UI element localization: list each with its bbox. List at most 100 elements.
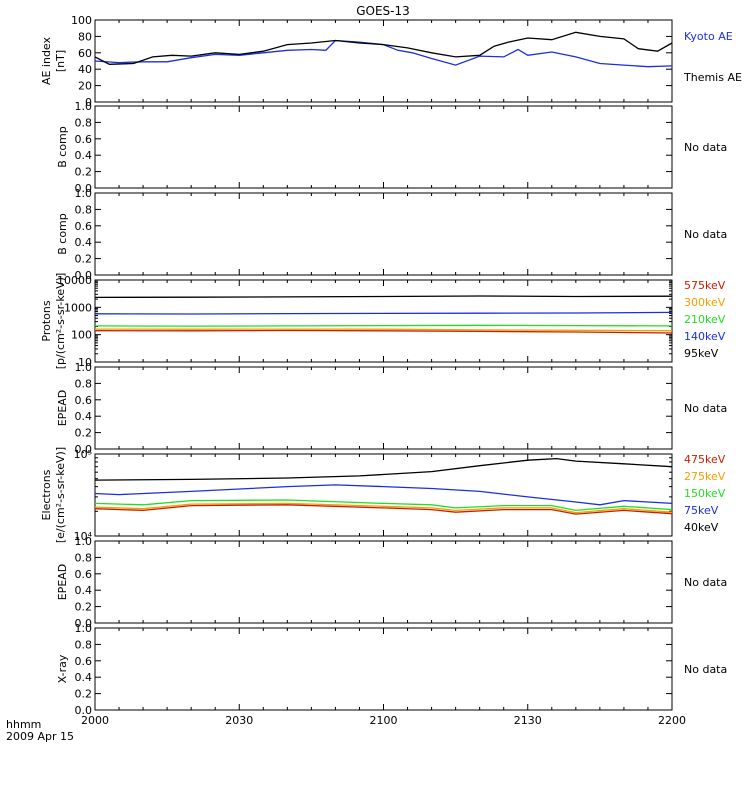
- legend-entry: 210keV: [684, 313, 726, 326]
- y-tick-label: 0.2: [75, 688, 93, 701]
- y-tick-label: 0.6: [75, 655, 93, 668]
- legend-entry: 150keV: [684, 487, 726, 500]
- y-tick-label: 0.6: [75, 133, 93, 146]
- panel-frame: [94, 540, 673, 624]
- y-tick-label: 0.0: [75, 269, 93, 282]
- legend-entry: 475keV: [684, 453, 726, 466]
- y-tick-label: 10: [78, 356, 92, 369]
- legend-entry: 75keV: [684, 504, 719, 517]
- series-line-475kev: [94, 504, 673, 515]
- y-tick-label: 0.4: [75, 584, 93, 597]
- series-line-40kev: [94, 457, 673, 481]
- x-tick-label: 2030: [225, 714, 253, 727]
- y-tick-label: 1000: [64, 301, 92, 314]
- panel-4: 10 100 1000 10000 Protons [p/(cm²-s-sr-keV)] 5…: [40, 273, 726, 370]
- y-tick-label: 0.4: [75, 149, 93, 162]
- y-axis-label: Protons: [40, 300, 53, 341]
- y-tick-label: 40: [78, 63, 92, 76]
- date-label: 2009 Apr 15: [6, 730, 74, 743]
- panel-3: 0.0 0.2 0.4 0.6 0.8 1.0 B comp No data: [56, 187, 727, 282]
- y-tick-label: 100: [71, 14, 92, 27]
- y-tick-label: 10000: [57, 274, 92, 287]
- series-line-210kev: [94, 324, 673, 327]
- y-tick-label: 0.8: [75, 203, 93, 216]
- y-tick-label: 100: [71, 329, 92, 342]
- panel-frame: [94, 19, 673, 103]
- series-line-95kev: [94, 295, 673, 299]
- y-axis-label: X-ray: [56, 654, 69, 683]
- series-line-300kev: [94, 328, 673, 332]
- y-tick-label: 0.4: [75, 236, 93, 249]
- no-data-label: No data: [684, 141, 727, 154]
- panel-frame: [94, 627, 673, 711]
- y-axis-label: B comp: [56, 213, 69, 255]
- y-tick-label: 0.2: [75, 427, 93, 440]
- y-tick-label: 1.0: [75, 100, 93, 113]
- y-tick-label: 1.0: [75, 187, 93, 200]
- legend-entry: 40keV: [684, 521, 719, 534]
- no-data-label: No data: [684, 576, 727, 589]
- y-tick-label: 0.8: [75, 638, 93, 651]
- plot-title: GOES-13: [356, 4, 410, 18]
- y-axis-label: EPEAD: [56, 390, 69, 427]
- x-tick-label: 2130: [514, 714, 542, 727]
- y-axis-label: [nT]: [54, 50, 67, 72]
- panel-frame: [94, 366, 673, 450]
- y-tick-label: 0.0: [75, 443, 93, 456]
- no-data-label: No data: [684, 228, 727, 241]
- series-line-575kev: [94, 329, 673, 334]
- y-axis-label: [e/(cm²-s-sr-keV)]: [54, 447, 67, 543]
- no-data-label: No data: [684, 663, 727, 676]
- y-axis-label: [p/(cm²-s-sr-keV)]: [54, 273, 67, 370]
- y-tick-label: 0.0: [75, 617, 93, 630]
- legend-entry: 575keV: [684, 279, 726, 292]
- panel-frame: [94, 105, 673, 189]
- y-tick-label: 10⁵: [74, 448, 92, 461]
- y-tick-label: 0.2: [75, 166, 93, 179]
- panel-5: 0.0 0.2 0.4 0.6 0.8 1.0 EPEAD No data: [56, 361, 727, 456]
- y-tick-label: 0.4: [75, 410, 93, 423]
- panel-8: 0.0 0.2 0.4 0.6 0.8 1.0 X-ray No data: [56, 622, 727, 717]
- series-line-75kev: [94, 484, 673, 506]
- y-tick-label: 0.8: [75, 377, 93, 390]
- series-line-themis-ae: [94, 31, 673, 65]
- y-tick-label: 60: [78, 47, 92, 60]
- y-tick-label: 0.0: [75, 704, 93, 717]
- y-axis-label: AE index: [40, 36, 53, 85]
- panel-frame: [94, 453, 673, 537]
- legend-entry: 275keV: [684, 470, 726, 483]
- legend-entry: 300keV: [684, 296, 726, 309]
- y-tick-label: 10⁴: [74, 530, 93, 543]
- y-tick-label: 0.0: [75, 182, 93, 195]
- x-tick-label: 2200: [658, 714, 686, 727]
- y-tick-label: 0.2: [75, 601, 93, 614]
- legend-entry: 95keV: [684, 347, 719, 360]
- series-line-140kev: [94, 311, 673, 315]
- panel-frame: [94, 279, 673, 363]
- legend-entry: Kyoto AE: [684, 30, 733, 43]
- time-label: hhmm: [6, 718, 41, 731]
- panel-2: 0.0 0.2 0.4 0.6 0.8 1.0 B comp No data: [56, 100, 727, 195]
- legend-entry: 140keV: [684, 330, 726, 343]
- y-tick-label: 0.4: [75, 671, 93, 684]
- y-tick-label: 0.2: [75, 253, 93, 266]
- y-tick-label: 0.6: [75, 220, 93, 233]
- legend-entry: Themis AE: [683, 71, 742, 84]
- y-tick-label: 1.0: [75, 535, 93, 548]
- panels: 0 20 40 60 80 100 AE index [nT] Kyoto AE Themis A…: [40, 14, 742, 717]
- no-data-label: No data: [684, 402, 727, 415]
- y-tick-label: 0.8: [75, 551, 93, 564]
- x-axis: 2000 2030 2100 2130 2200: [81, 714, 686, 727]
- series-line-kyoto-ae: [94, 39, 673, 68]
- panel-6: 10⁴ 10⁵ Electrons [e/(cm²-s-sr-keV)] 475keV 2…: [40, 447, 726, 543]
- panel-frame: [94, 192, 673, 276]
- series-line-150kev: [94, 499, 673, 512]
- y-tick-label: 80: [78, 30, 92, 43]
- y-tick-label: 0.8: [75, 116, 93, 129]
- y-tick-label: 1.0: [75, 361, 93, 374]
- panel-1: 0 20 40 60 80 100 AE index [nT] Kyoto AE Themis A…: [40, 14, 742, 109]
- y-axis-label: Electrons: [40, 469, 53, 520]
- y-axis-label: B comp: [56, 126, 69, 168]
- y-tick-label: 0.6: [75, 568, 93, 581]
